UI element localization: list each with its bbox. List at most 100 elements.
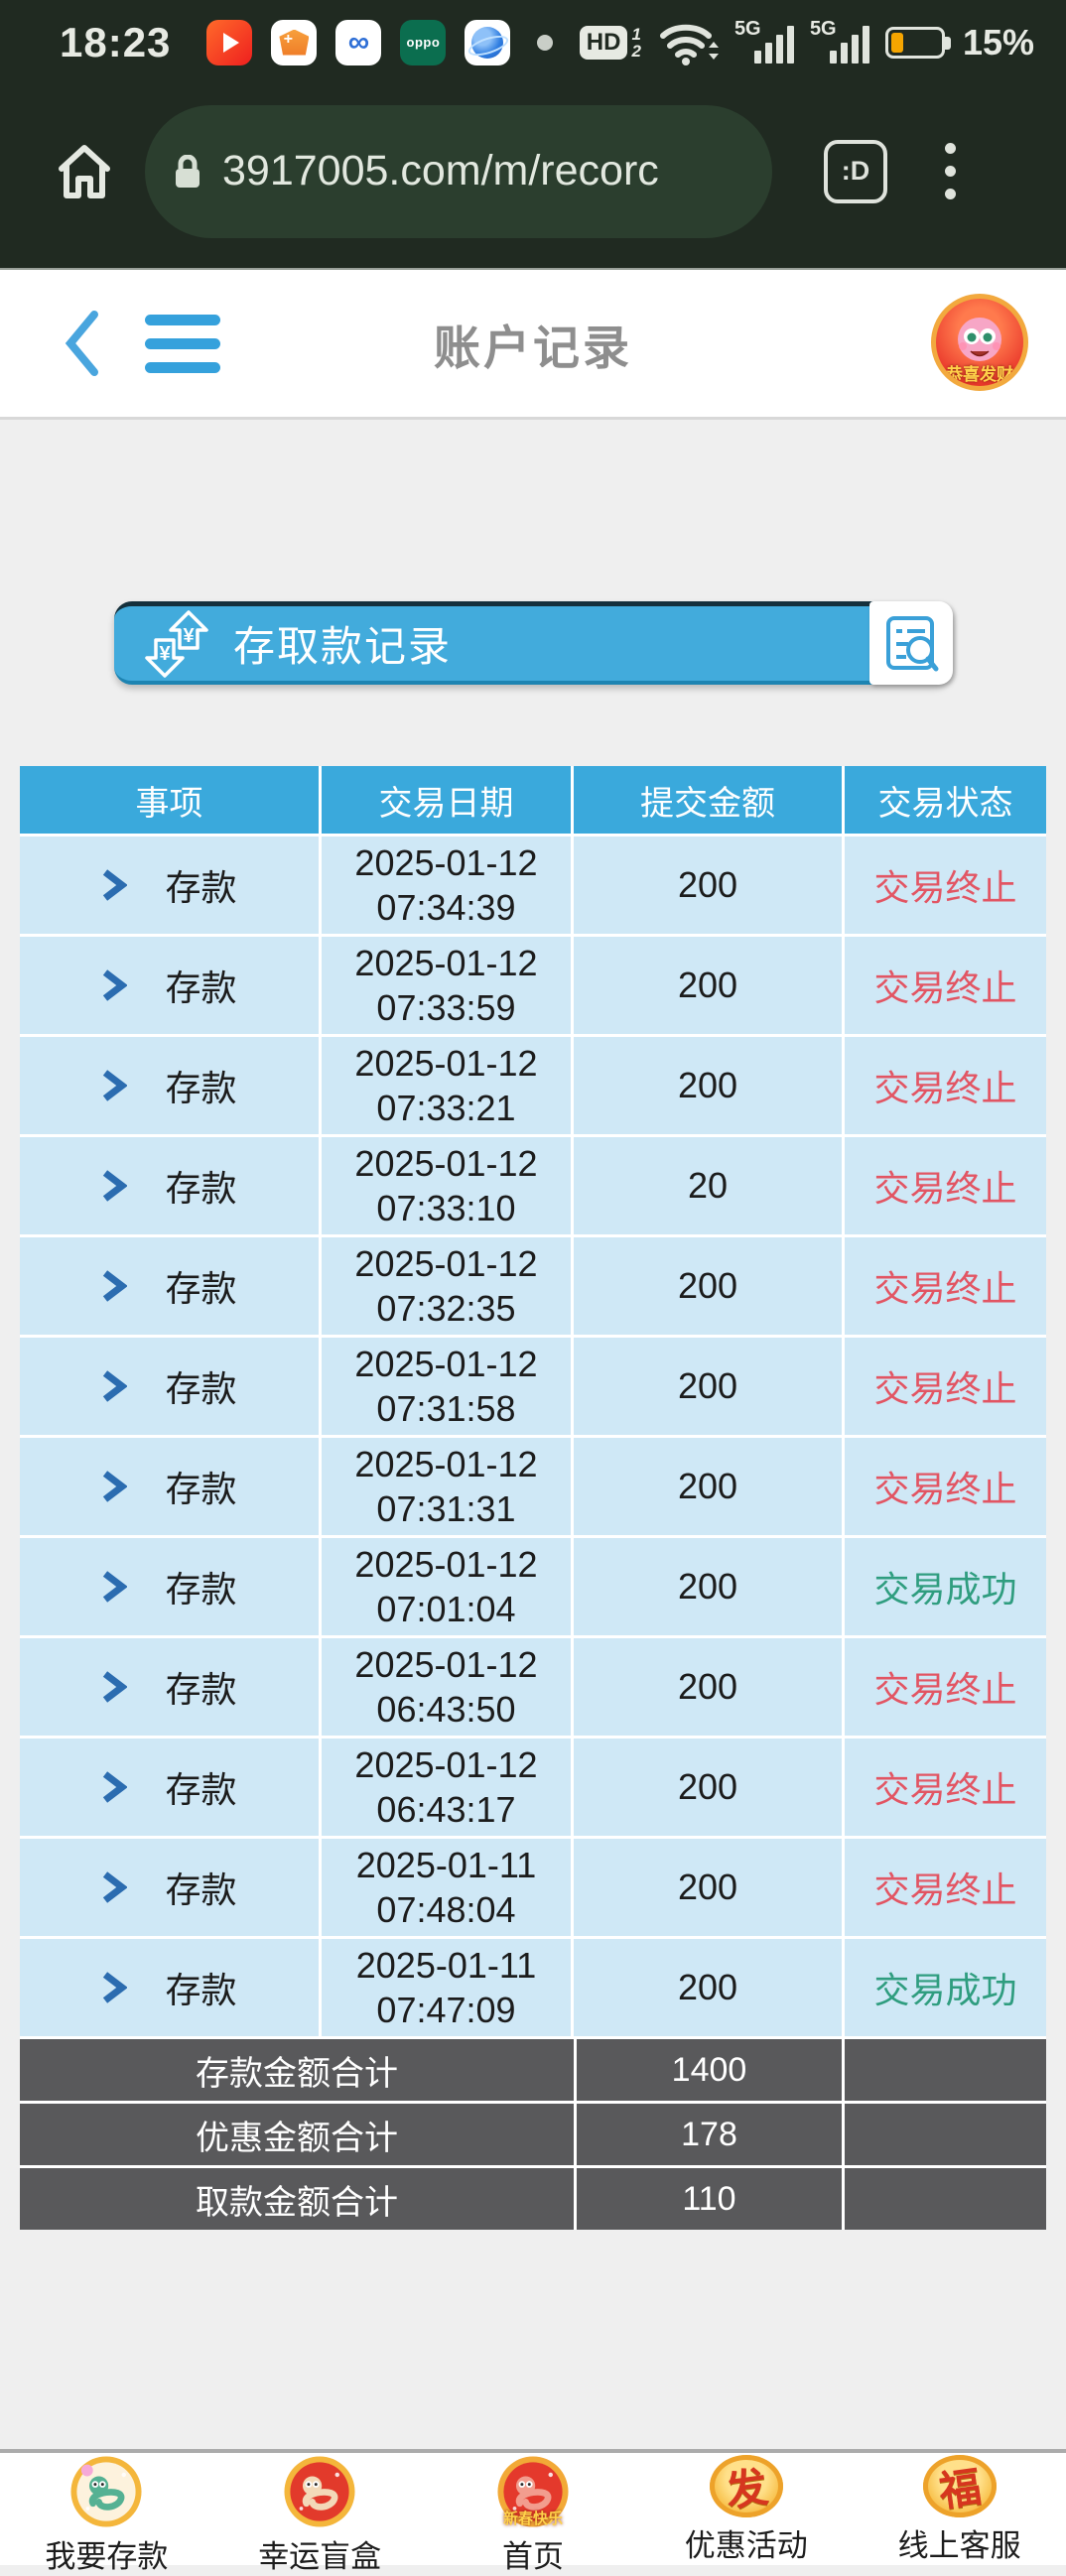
row-date: 2025-01-12 07:31:31 <box>322 1438 574 1535</box>
table-row[interactable]: 存款 2025-01-12 07:33:10 20 交易终止 <box>20 1134 1046 1234</box>
summary-label: 存款金额合计 <box>20 2039 577 2101</box>
nav-label: 我要存款 <box>45 2539 169 2574</box>
row-date-line: 2025-01-11 <box>355 1845 537 1885</box>
row-amount: 200 <box>574 937 845 1034</box>
row-item-cell: 存款 <box>20 1638 322 1736</box>
row-item-label: 存款 <box>165 1970 237 2010</box>
table-row[interactable]: 存款 2025-01-12 07:34:39 200 交易终止 <box>20 834 1046 934</box>
table-row[interactable]: 存款 2025-01-12 07:31:31 200 交易终止 <box>20 1435 1046 1535</box>
table-row[interactable]: 存款 2025-01-12 06:43:17 200 交易终止 <box>20 1736 1046 1836</box>
nav-label: 首页 <box>501 2539 564 2574</box>
video-play-app-icon <box>206 19 253 65</box>
row-item-cell: 存款 <box>20 1237 322 1335</box>
row-time-line: 07:33:59 <box>376 987 516 1028</box>
table-row[interactable]: 存款 2025-01-11 07:48:04 200 交易终止 <box>20 1836 1046 1936</box>
deposit-withdraw-records-banner: ¥ ¥ 存取款记录 <box>114 601 953 685</box>
row-time-line: 07:31:31 <box>376 1488 516 1529</box>
row-date-line: 2025-01-12 <box>354 1143 538 1184</box>
tab-switcher-button[interactable]: :D <box>824 139 887 203</box>
lock-icon <box>176 154 200 188</box>
row-amount: 200 <box>574 837 845 934</box>
record-search-button[interactable] <box>869 601 953 685</box>
row-date-line: 2025-01-12 <box>354 1444 538 1484</box>
row-item-label: 存款 <box>165 1469 237 1509</box>
row-status: 交易成功 <box>873 1569 1017 1610</box>
url-bar[interactable]: 3917005.com/m/recorc <box>145 104 772 238</box>
home-button[interactable] <box>56 141 113 202</box>
url-text: 3917005.com/m/recorc <box>222 147 659 194</box>
hd-label: HD <box>579 25 628 60</box>
nav-item[interactable]: 幸运盲盒 <box>213 2453 427 2574</box>
nav-item[interactable]: 新春快乐 首页 <box>427 2453 640 2574</box>
records-tbody: 存款 2025-01-12 07:34:39 200 交易终止 存款 2025-… <box>20 834 1046 2036</box>
row-item-cell: 存款 <box>20 1739 322 1836</box>
summary-value: 110 <box>577 2168 845 2230</box>
row-time-line: 06:43:17 <box>376 1789 516 1830</box>
row-item-label: 存款 <box>165 1569 237 1610</box>
svg-text:¥: ¥ <box>159 643 171 665</box>
row-item-label: 存款 <box>165 1268 237 1309</box>
table-row[interactable]: 存款 2025-01-12 07:33:21 200 交易终止 <box>20 1034 1046 1134</box>
row-amount: 200 <box>574 1438 845 1535</box>
row-item-cell: 存款 <box>20 1137 322 1234</box>
row-item-cell: 存款 <box>20 837 322 934</box>
nav-item[interactable]: 发 优惠活动 <box>639 2453 853 2565</box>
snake-green-mascot-icon <box>67 2455 146 2528</box>
col-header-status: 交易状态 <box>877 784 1013 823</box>
row-time-line: 07:33:10 <box>376 1188 516 1228</box>
snake-red-mascot-icon <box>280 2455 359 2528</box>
row-date-line: 2025-01-12 <box>354 1744 538 1785</box>
summary-label: 优惠金额合计 <box>20 2104 577 2165</box>
row-item-cell: 存款 <box>20 1438 322 1535</box>
signal-5g-icon-2: 5G <box>810 18 869 65</box>
table-row[interactable]: 存款 2025-01-12 07:33:59 200 交易终止 <box>20 934 1046 1034</box>
row-date-line: 2025-01-12 <box>354 1544 538 1585</box>
nav-item[interactable]: 我要存款 <box>0 2453 213 2574</box>
row-item-label: 存款 <box>165 1168 237 1209</box>
deposit-withdraw-arrows-icon: ¥ ¥ <box>142 608 215 680</box>
table-row[interactable]: 存款 2025-01-12 07:32:35 200 交易终止 <box>20 1234 1046 1335</box>
clock: 18:23 <box>60 18 172 65</box>
summary-value: 178 <box>577 2104 845 2165</box>
row-date-line: 2025-01-11 <box>355 1945 537 1986</box>
svg-text:¥: ¥ <box>183 625 195 647</box>
row-chevron-icon <box>103 1471 128 1502</box>
avatar-caption: 恭喜发财 <box>946 365 1013 384</box>
row-date: 2025-01-12 07:33:10 <box>322 1137 574 1234</box>
back-button[interactable] <box>62 309 101 378</box>
row-chevron-icon <box>103 869 128 901</box>
table-row[interactable]: 存款 2025-01-12 07:31:58 200 交易终止 <box>20 1335 1046 1435</box>
row-date: 2025-01-12 06:43:50 <box>322 1638 574 1736</box>
table-row[interactable]: 存款 2025-01-12 06:43:50 200 交易终止 <box>20 1635 1046 1736</box>
page-header: 账户记录 恭喜发财 <box>0 268 1066 420</box>
records-table: 事项 交易日期 提交金额 交易状态 存款 2025-01-12 07:34:39… <box>20 766 1046 2230</box>
row-status: 交易终止 <box>873 1268 1017 1309</box>
nav-item[interactable]: 福 线上客服 <box>853 2453 1066 2565</box>
col-header-amount: 提交金额 <box>574 766 845 834</box>
gold-coin-fu-icon: 福 <box>922 2455 997 2517</box>
network-type-label: 5G <box>733 17 761 40</box>
mascot-avatar[interactable]: 恭喜发财 <box>931 294 1028 391</box>
snake-mascot-icon <box>958 318 1001 361</box>
summary-empty-cell <box>845 2039 1046 2101</box>
row-date-line: 2025-01-12 <box>354 943 538 983</box>
row-item-cell: 存款 <box>20 1037 322 1134</box>
row-chevron-icon <box>103 1270 128 1302</box>
table-row[interactable]: 存款 2025-01-12 07:01:04 200 交易成功 <box>20 1535 1046 1635</box>
signal-5g-icon: 5G <box>733 17 794 65</box>
hamburger-menu-button[interactable] <box>145 314 220 373</box>
row-chevron-icon <box>103 1871 128 1903</box>
row-item-label: 存款 <box>165 1769 237 1810</box>
row-time-line: 07:32:35 <box>376 1288 516 1329</box>
table-row[interactable]: 存款 2025-01-11 07:47:09 200 交易成功 <box>20 1936 1046 2036</box>
row-date-line: 2025-01-12 <box>354 842 538 883</box>
row-item-cell: 存款 <box>20 1338 322 1435</box>
summary-row: 存款金额合计 1400 <box>20 2036 1046 2101</box>
col-header-item: 事项 <box>20 766 322 834</box>
row-date: 2025-01-12 07:34:39 <box>322 837 574 934</box>
row-item-cell: 存款 <box>20 937 322 1034</box>
browser-app-icon <box>465 19 511 65</box>
oppo-label: oppo <box>406 35 441 50</box>
browser-menu-button[interactable] <box>945 143 956 199</box>
